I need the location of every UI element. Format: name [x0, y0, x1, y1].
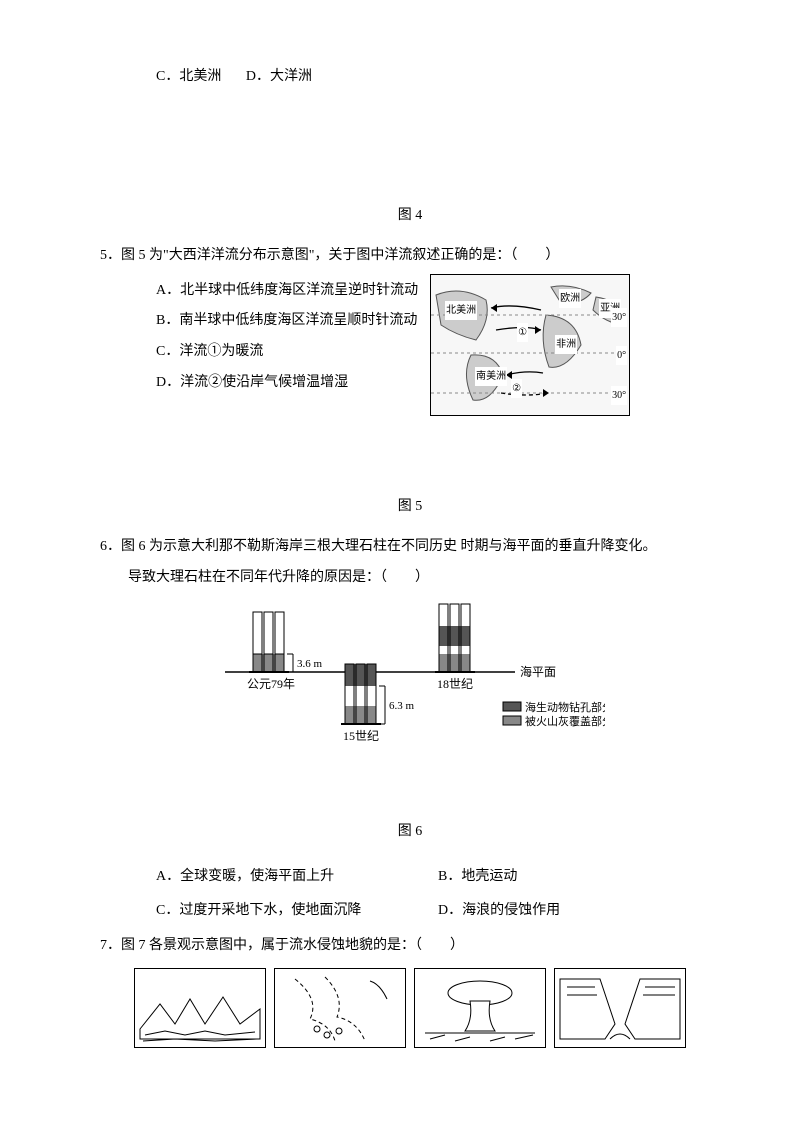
q6-opt-b: B．地壳运动 [438, 864, 720, 891]
map-label-two: ② [511, 379, 522, 398]
figure-6-diagram: 海平面 3.6 m 公元79年 [215, 602, 605, 757]
map-lat-30n: 30° [611, 308, 627, 327]
era-2: 15世纪 [343, 729, 379, 743]
q4-opt-c: C．北美洲 [156, 69, 221, 84]
map-svg [431, 275, 629, 415]
q4-opt-d: D．大洋洲 [246, 69, 312, 84]
q5-opt-c: C．洋流①为暖流 [100, 339, 263, 366]
map-label-na: 北美洲 [445, 301, 477, 320]
figure-4-caption: 图 4 [100, 203, 720, 230]
sea-level-label: 海平面 [520, 664, 556, 679]
q6-opt-c: C．过度开采地下水，使地面沉降 [156, 898, 438, 925]
q5-opt-a: A．北半球中低纬度海区洋流呈逆时针流动 [100, 278, 418, 305]
era-1: 公元79年 [247, 677, 295, 691]
figure-6-caption: 图 6 [100, 819, 720, 846]
height-2: 6.3 m [389, 700, 415, 712]
map-lat-30s: 30° [611, 386, 627, 405]
q5-opt-d: D．洋流②使沿岸气候增温增湿 [100, 370, 348, 397]
legend-2: 被火山灰覆盖部分 [525, 714, 605, 728]
map-label-sa: 南美洲 [475, 367, 507, 386]
map-label-af: 非洲 [555, 335, 577, 354]
pillars-era2 [341, 664, 381, 724]
q6-opt-d: D．海浪的侵蚀作用 [438, 898, 720, 925]
q5-opt-b: B．南半球中低纬度海区洋流呈顺时针流动 [100, 308, 417, 335]
legend-1: 海生动物钻孔部分 [525, 700, 605, 714]
era-3: 18世纪 [437, 677, 473, 691]
figure-5-caption: 图 5 [100, 494, 720, 521]
q6-stem-2: 导致大理石柱在不同年代升降的原因是：（ ） [100, 565, 720, 592]
pillars-era3 [435, 604, 475, 672]
q7-panel-4 [554, 968, 686, 1048]
figure-5-map: 北美洲 欧洲 亚洲 非洲 南美洲 ① ② 30° 0° 30° [430, 274, 630, 416]
q7-panel-3 [414, 968, 546, 1048]
q6-stem-1: 6．图 6 为示意大利那不勒斯海岸三根大理石柱在不同历史 时期与海平面的垂直升降… [100, 534, 720, 561]
q5-stem: 5．图 5 为"大西洋洋流分布示意图"，关于图中洋流叙述正确的是：（ ） [100, 243, 720, 270]
map-lat-0: 0° [616, 346, 627, 365]
height-1: 3.6 m [297, 658, 323, 670]
figure-7-panels [100, 968, 720, 1048]
map-label-one: ① [517, 323, 528, 342]
q7-panel-1 [134, 968, 266, 1048]
q7-panel-2 [274, 968, 406, 1048]
q6-opt-a: A．全球变暖，使海平面上升 [156, 864, 438, 891]
q7-stem: 7．图 7 各景观示意图中，属于流水侵蚀地貌的是：（ ） [100, 933, 720, 960]
pillars-era1 [249, 612, 289, 672]
map-label-eu: 欧洲 [559, 289, 581, 308]
